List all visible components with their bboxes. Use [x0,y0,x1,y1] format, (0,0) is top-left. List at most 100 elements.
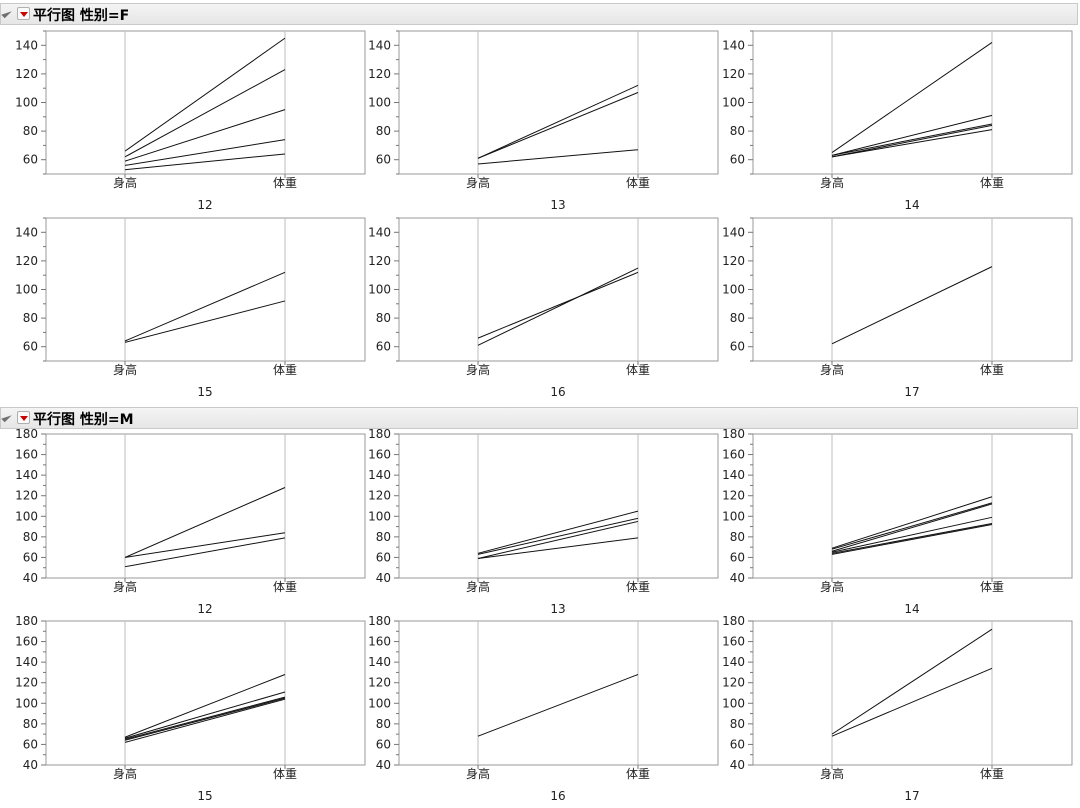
panel-group-label: 16 [550,789,565,803]
y-tick-label: 80 [730,311,745,325]
x-category-label: 身高 [113,579,137,594]
series-line [124,532,286,558]
y-tick-label: 60 [376,737,391,751]
y-tick-label: 100 [368,96,391,110]
y-tick-label: 120 [368,254,391,268]
series-line [124,139,286,166]
y-tick-label: 140 [15,38,38,52]
y-tick-label: 120 [722,67,745,81]
panel-group-label: 15 [197,385,212,399]
y-tick-label: 60 [376,153,391,167]
series-line [124,696,286,740]
x-category-label: 身高 [113,175,137,190]
x-category-label: 体重 [626,580,650,594]
y-tick-label: 160 [368,635,391,649]
y-tick-label: 140 [368,38,391,52]
y-tick-label: 160 [368,448,391,462]
y-tick-label: 100 [15,509,38,523]
y-tick-label: 100 [722,509,745,523]
series-line [831,522,993,554]
series-line [831,667,993,737]
plot-frame [752,433,1073,579]
series-line [831,503,993,552]
series-line [477,271,639,339]
y-tick-label: 80 [376,311,391,325]
series-line [831,628,993,735]
y-tick-label: 100 [368,283,391,297]
x-category-label: 体重 [626,767,650,781]
y-tick-label: 120 [15,254,38,268]
y-tick-label: 160 [15,635,38,649]
y-tick-label: 100 [722,696,745,710]
series-line [124,109,286,162]
panel-group-label: 14 [904,602,919,616]
y-tick-label: 80 [23,717,38,731]
plot-frame [398,30,719,175]
y-tick-label: 120 [368,67,391,81]
y-tick-label: 80 [23,530,38,544]
y-tick-label: 140 [15,468,38,482]
y-tick-label: 180 [15,614,38,628]
y-tick-label: 40 [23,758,38,772]
y-tick-label: 60 [23,153,38,167]
series-line [477,520,639,559]
panel-group-label: 17 [904,385,919,399]
x-category-label: 体重 [626,176,650,190]
series-line [831,42,993,153]
y-tick-label: 60 [730,153,745,167]
y-tick-label: 140 [722,225,745,239]
y-tick-label: 140 [722,655,745,669]
x-category-label: 身高 [466,175,490,190]
section-header-f: 平行图 性别=F [0,3,1078,25]
y-tick-label: 140 [15,655,38,669]
panel-group-label: 12 [197,198,212,212]
y-tick-label: 100 [15,696,38,710]
y-tick-label: 120 [722,254,745,268]
red-triangle-menu-button[interactable] [17,411,30,424]
y-tick-label: 140 [368,468,391,482]
y-tick-label: 140 [722,38,745,52]
y-tick-label: 60 [730,550,745,564]
series-line [124,271,286,342]
series-line [831,502,993,550]
plot-frame [45,30,366,175]
y-tick-label: 80 [376,124,391,138]
series-line [477,84,639,159]
y-tick-label: 80 [730,717,745,731]
x-category-label: 身高 [466,579,490,594]
y-tick-label: 120 [722,489,745,503]
series-line [124,69,286,158]
y-tick-label: 60 [376,550,391,564]
panel-group-label: 15 [197,789,212,803]
x-category-label: 身高 [820,766,844,781]
series-line [831,124,993,158]
series-line [831,524,993,555]
y-tick-label: 80 [23,311,38,325]
series-line [124,300,286,343]
series-line [124,691,286,739]
x-category-label: 体重 [980,580,1004,594]
x-category-label: 体重 [980,767,1004,781]
y-tick-label: 100 [368,509,391,523]
y-tick-label: 40 [730,571,745,585]
y-tick-label: 140 [722,468,745,482]
x-category-label: 身高 [820,362,844,377]
x-category-label: 体重 [980,363,1004,377]
y-tick-label: 100 [722,283,745,297]
y-tick-label: 100 [368,696,391,710]
y-tick-label: 40 [376,571,391,585]
y-tick-label: 120 [15,67,38,81]
x-category-label: 体重 [273,767,297,781]
y-tick-label: 80 [376,530,391,544]
y-tick-label: 180 [368,427,391,441]
panel-group-label: 16 [550,385,565,399]
series-line [831,266,993,345]
plot-frame [45,217,366,362]
panel-group-label: 13 [550,198,565,212]
series-line [831,496,993,549]
x-category-label: 身高 [466,362,490,377]
series-line [477,510,639,554]
plot-frame [398,433,719,579]
red-triangle-menu-button[interactable] [17,7,30,20]
y-tick-label: 100 [15,283,38,297]
